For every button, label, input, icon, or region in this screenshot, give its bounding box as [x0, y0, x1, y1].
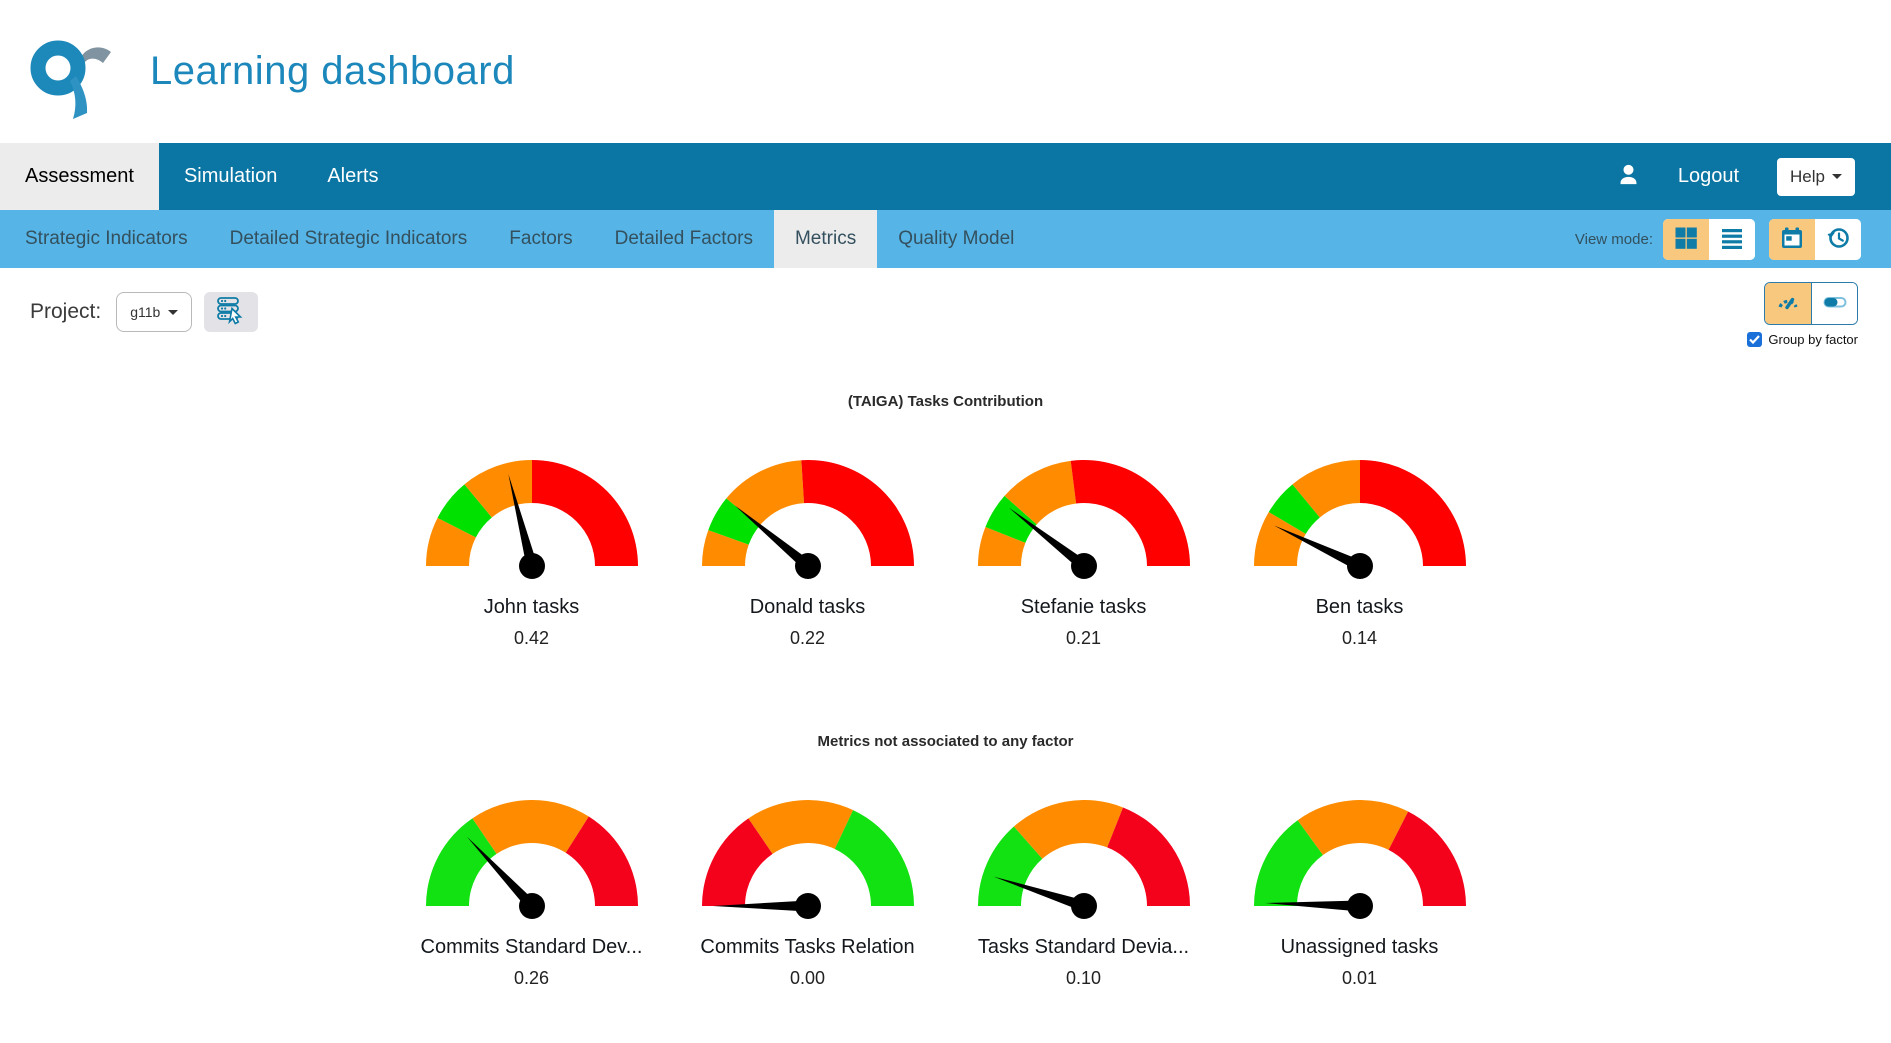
gauge-chart	[701, 800, 914, 919]
grid-view-icon	[1674, 226, 1698, 253]
chevron-down-icon	[168, 309, 179, 315]
gauge-label: Unassigned tasks	[1280, 936, 1439, 958]
gauge-chart	[701, 460, 914, 579]
subnav-tab-factors[interactable]: Factors	[509, 228, 573, 249]
subnav-tab-strategic-indicators[interactable]: Strategic Indicators	[25, 228, 188, 249]
subnav-tab-detailed-factors[interactable]: Detailed Factors	[614, 228, 753, 249]
data-sources-button[interactable]	[204, 292, 259, 332]
page-title: Learning dashboard	[150, 49, 515, 93]
calendar-view-icon	[1780, 226, 1804, 253]
gauge-value: 0.21	[1065, 628, 1102, 648]
subnav-tab-detailed-strategic-indicators[interactable]: Detailed Strategic Indicators	[229, 228, 468, 249]
gauge-stefanie-tasks[interactable]: Stefanie tasks 0.21	[946, 460, 1222, 649]
gauge-label: Tasks Standard Devia...	[977, 936, 1190, 958]
primary-nav-right: Logout Help	[1617, 143, 1891, 210]
logout-link[interactable]: Logout	[1677, 165, 1740, 187]
group-by-factor: Group by factor	[1747, 332, 1858, 347]
toolbar: Project: g11b	[0, 268, 1891, 347]
qrapids-logo	[30, 23, 116, 121]
metrics-section-1: (TAIGA) Tasks Contribution John tasks 0.42…	[0, 393, 1891, 649]
slider-view-button[interactable]	[1811, 283, 1857, 324]
project-select[interactable]: g11b	[116, 292, 193, 332]
history-view-icon	[1826, 225, 1851, 253]
gauge-chart	[1253, 800, 1466, 919]
gauge-donald-tasks[interactable]: Donald tasks 0.22	[670, 460, 946, 649]
subnav-tab-metrics[interactable]: Metrics	[773, 210, 878, 268]
gauge-ben-tasks[interactable]: Ben tasks 0.14	[1222, 460, 1498, 649]
gauge-label: Commits Standard Dev...	[420, 936, 643, 958]
gauge-john-tasks[interactable]: John tasks 0.42	[394, 460, 670, 649]
database-select-icon	[216, 296, 246, 328]
gauge-row: Commits Standard Dev... 0.26 Commits Tasks…	[394, 800, 1498, 989]
secondary-nav-tabs: Strategic Indicators Detailed Strategic I…	[0, 210, 1035, 268]
gauge-value: 0.10	[1065, 968, 1102, 988]
qrapids-logo-icon	[30, 40, 111, 119]
time-view-group	[1769, 218, 1861, 260]
gauge-chart	[425, 460, 638, 579]
metrics-section-2: Metrics not associated to any factor Comm…	[0, 733, 1891, 989]
gauge-view-button[interactable]	[1765, 283, 1811, 324]
gauge-chart	[977, 460, 1190, 579]
chevron-down-icon	[1832, 174, 1842, 179]
project-select-value: g11b	[130, 304, 161, 320]
gauge-value: 0.01	[1341, 968, 1378, 988]
history-view-button[interactable]	[1815, 218, 1861, 260]
gauge-tasks-standard-devia[interactable]: Tasks Standard Devia... 0.10	[946, 800, 1222, 989]
list-view-icon	[1720, 226, 1744, 253]
gauge-commits-tasks-relation[interactable]: Commits Tasks Relation 0.00	[670, 800, 946, 989]
list-view-button[interactable]	[1709, 218, 1755, 260]
subnav-tab-quality-model[interactable]: Quality Model	[898, 228, 1015, 249]
project-label: Project:	[30, 300, 102, 323]
help-dropdown[interactable]: Help	[1777, 157, 1855, 196]
gauge-view-icon	[1775, 290, 1801, 317]
help-label: Help	[1790, 166, 1825, 186]
metrics-content: (TAIGA) Tasks Contribution John tasks 0.42…	[0, 393, 1891, 989]
masthead: Learning dashboard	[0, 0, 1891, 143]
user-icon[interactable]	[1617, 163, 1640, 191]
topnav-tab-alerts[interactable]: Alerts	[327, 165, 379, 187]
primary-nav-tabs: Assessment Simulation Alerts	[0, 143, 403, 210]
topnav-tab-assessment[interactable]: Assessment	[0, 143, 159, 210]
group-by-factor-label: Group by factor	[1768, 332, 1858, 347]
topnav-tab-simulation[interactable]: Simulation	[183, 165, 278, 187]
project-selector-area: Project: g11b	[30, 292, 259, 332]
gauge-label: John tasks	[483, 596, 580, 618]
gauge-label: Ben tasks	[1315, 596, 1404, 618]
gauge-label: Donald tasks	[749, 596, 866, 618]
group-by-factor-checkbox[interactable]	[1747, 332, 1763, 347]
gauge-value: 0.14	[1341, 628, 1378, 648]
slider-view-icon	[1822, 290, 1848, 317]
gauge-label: Commits Tasks Relation	[700, 936, 915, 958]
chart-type-toggle	[1764, 282, 1858, 325]
gauge-chart	[977, 800, 1190, 919]
secondary-nav: Strategic Indicators Detailed Strategic I…	[0, 210, 1891, 268]
gauge-value: 0.00	[789, 968, 826, 988]
view-mode-controls: View mode:	[1575, 210, 1891, 268]
gauge-chart	[425, 800, 638, 919]
display-controls: Group by factor	[1747, 282, 1858, 347]
gauge-row: John tasks 0.42 Donald tasks 0.22 Stefanie t…	[394, 460, 1498, 649]
view-mode-label: View mode:	[1574, 230, 1653, 248]
gauge-value: 0.42	[513, 628, 550, 648]
gauge-value: 0.26	[513, 968, 550, 988]
gauge-label: Stefanie tasks	[1020, 596, 1147, 618]
calendar-view-button[interactable]	[1769, 218, 1815, 260]
section-title: (TAIGA) Tasks Contribution	[847, 393, 1044, 410]
check-icon	[1749, 335, 1761, 344]
layout-view-group	[1663, 218, 1755, 260]
grid-view-button[interactable]	[1663, 218, 1709, 260]
section-title: Metrics not associated to any factor	[817, 733, 1074, 750]
gauge-unassigned-tasks[interactable]: Unassigned tasks 0.01	[1222, 800, 1498, 989]
gauge-chart	[1253, 460, 1466, 579]
gauge-value: 0.22	[789, 628, 826, 648]
gauge-commits-standard-dev[interactable]: Commits Standard Dev... 0.26	[394, 800, 670, 989]
primary-nav: Assessment Simulation Alerts Logout Help	[0, 143, 1891, 210]
